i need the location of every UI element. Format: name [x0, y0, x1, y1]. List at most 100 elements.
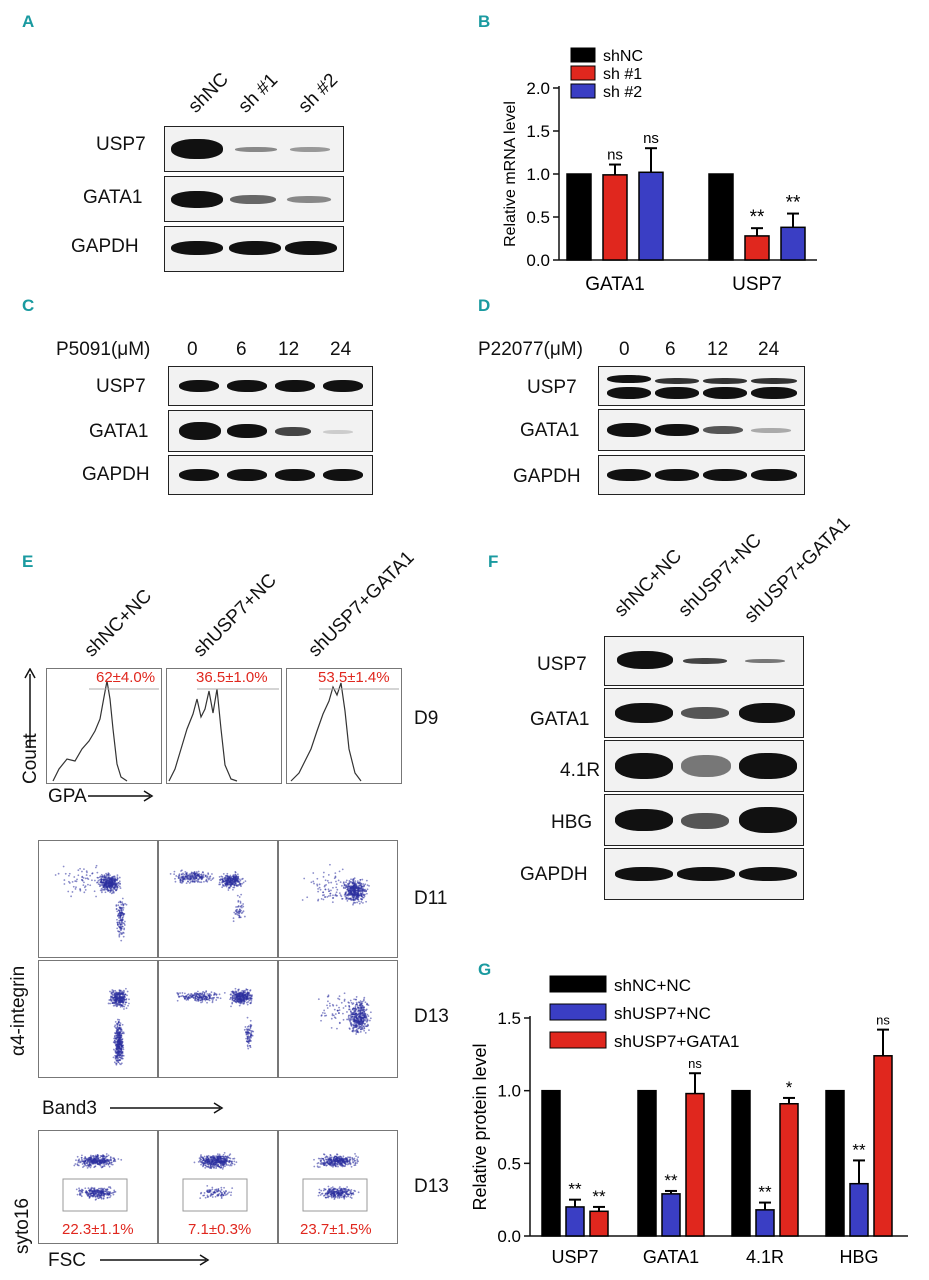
scatter-dot: [223, 992, 226, 994]
scatter-dot: [88, 1159, 91, 1161]
scatter-dot: [83, 1163, 86, 1165]
scatter-dot: [104, 877, 107, 880]
scatter-dot: [319, 888, 322, 891]
scatter-dot: [234, 870, 237, 873]
scatter-dot: [93, 1166, 96, 1169]
scatter-dot: [118, 1062, 121, 1065]
scatter-dot: [318, 1166, 321, 1168]
scatter-dot: [324, 879, 327, 882]
scatter-dot: [248, 999, 251, 1002]
scatter-dot: [121, 921, 124, 924]
scatter-dot: [202, 874, 205, 877]
scatter-dot: [241, 999, 244, 1002]
scatter-dot: [110, 992, 113, 995]
scatter-dot: [333, 1156, 335, 1159]
scatter-dot: [327, 888, 330, 891]
scatter-dot: [211, 1196, 214, 1198]
scatter-dot: [74, 888, 77, 890]
scatter-dot: [362, 883, 365, 885]
scatter-dot: [237, 989, 240, 992]
scatter-dot: [235, 1001, 238, 1004]
scatter-dot: [204, 1159, 207, 1162]
scatter-dot: [122, 904, 125, 906]
y-tick-label: 0.5: [526, 208, 550, 227]
scatter-dot: [188, 882, 191, 884]
scatter-dot: [199, 1192, 202, 1195]
scatter-dot: [351, 893, 354, 896]
scatter-dot: [118, 1046, 121, 1048]
scatter-dot: [337, 879, 340, 882]
scatter-dot: [351, 889, 354, 892]
scatter-dot: [81, 1158, 83, 1161]
scatter-dot: [200, 873, 203, 876]
scatter-dot: [208, 995, 211, 997]
scatter-dot: [88, 1191, 91, 1194]
scatter-dot: [226, 1192, 229, 1195]
scatter-dot: [325, 1155, 328, 1158]
scatter-dot: [220, 1155, 223, 1158]
scatter-dot: [358, 1022, 360, 1025]
scatter-dot: [108, 1196, 111, 1199]
scatter-dot: [317, 998, 320, 1001]
scatter-dot: [80, 1188, 83, 1191]
scatter-dot: [358, 1001, 361, 1004]
scatter-dot: [361, 1005, 364, 1007]
scatter-dot: [365, 889, 368, 892]
scatter-dot: [90, 1186, 93, 1189]
scatter-dot: [107, 1163, 110, 1166]
scatter-dot: [364, 1009, 367, 1012]
scatter-dot: [120, 923, 123, 926]
scatter-dot: [347, 886, 350, 889]
gate-box: [182, 1178, 248, 1212]
scatter-dot: [118, 934, 121, 937]
scatter-dot: [234, 987, 237, 990]
scatter-dot: [117, 904, 120, 907]
scatter-dot: [212, 1162, 215, 1165]
scatter-dot: [205, 998, 208, 1001]
scatter-dot: [246, 1003, 249, 1006]
scatter-dot: [115, 1030, 118, 1033]
scatter-dot: [94, 879, 96, 882]
scatter-dot: [225, 883, 228, 886]
scatter-dot: [110, 876, 112, 879]
scatter-dot: [119, 1022, 122, 1024]
row-label: GAPDH: [513, 466, 581, 487]
scatter-dot: [84, 877, 87, 880]
scatter-dot: [119, 1056, 122, 1059]
scatter-dot: [356, 1004, 359, 1007]
scatter-dot: [203, 880, 205, 883]
scatter-dot: [347, 1018, 350, 1021]
scatter-dot: [347, 1001, 350, 1004]
scatter-dot: [361, 887, 364, 890]
scatter-dot: [91, 1195, 94, 1197]
scatter-dot: [110, 879, 113, 881]
scatter-dot: [115, 889, 117, 892]
scatter-dot: [332, 1014, 335, 1017]
scatter-dot: [329, 894, 332, 897]
scatter-dot: [353, 882, 356, 884]
western-blot-band-gapdh: [168, 455, 373, 495]
scatter-dot: [225, 885, 228, 888]
scatter-dot: [201, 1162, 204, 1164]
scatter-dot: [112, 890, 115, 893]
scatter-dot: [85, 870, 88, 872]
scatter-dot: [114, 1051, 117, 1053]
scatter-dot: [224, 1165, 226, 1168]
scatter-dot: [89, 1194, 92, 1197]
scatter-dot: [335, 891, 338, 894]
scatter-dot: [353, 877, 356, 880]
scatter-dot: [210, 1167, 213, 1170]
scatter-dot: [357, 1010, 359, 1013]
scatter-dot: [101, 1193, 104, 1196]
scatter-dot: [112, 878, 115, 880]
scatter-dot: [202, 994, 205, 997]
scatter-dot: [348, 1008, 350, 1011]
scatter-dot: [87, 1159, 89, 1161]
scatter-dot: [362, 1014, 364, 1017]
scatter-dot: [218, 1161, 220, 1164]
scatter-dot: [352, 896, 355, 899]
gpa-axis-label: GPA: [48, 786, 87, 807]
scatter-dot: [96, 876, 99, 879]
scatter-dot: [352, 1023, 355, 1026]
scatter-dot: [349, 1010, 352, 1013]
